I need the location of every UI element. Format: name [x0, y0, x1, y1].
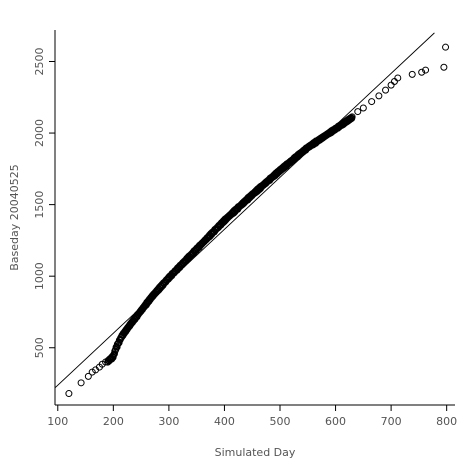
x-axis-label: Simulated Day: [215, 446, 296, 459]
data-point-outlier: [354, 108, 362, 116]
data-point-outlier: [408, 70, 416, 78]
data-point-outlier: [387, 81, 395, 89]
y-tick-label: 500: [33, 337, 46, 358]
reference-line-group: [55, 32, 435, 389]
x-tick-label: 500: [270, 415, 291, 428]
data-point-outlier: [375, 92, 383, 100]
data-point-outlier: [359, 104, 367, 112]
y-tick-label: 2000: [33, 119, 46, 147]
data-point-outlier: [368, 98, 376, 106]
axes: 100 200 300 400 500 600 700 800 500 1000 1500 2000 2…: [33, 30, 457, 428]
data-point-outlier: [84, 372, 92, 380]
x-tick-label: 200: [103, 415, 124, 428]
y-tick-label: 1500: [33, 191, 46, 219]
data-point: [110, 350, 118, 358]
x-tick-label: 600: [325, 415, 346, 428]
data-point-outlier: [390, 78, 398, 86]
y-tick-label: 2500: [33, 47, 46, 75]
data-point-outlier: [77, 379, 85, 387]
reference-line: [55, 32, 435, 389]
data-point-outlier: [442, 43, 450, 51]
data-point-outlier: [394, 74, 402, 82]
x-tick-label: 100: [47, 415, 68, 428]
x-tick-label: 700: [381, 415, 402, 428]
data-points: [65, 43, 450, 398]
data-point-outlier: [422, 66, 430, 74]
x-tick-label: 300: [158, 415, 179, 428]
data-point-outlier: [65, 390, 73, 398]
x-tick-label: 400: [214, 415, 235, 428]
y-tick-label: 1000: [33, 262, 46, 290]
y-axis-label: Baseday 20040525: [8, 164, 21, 271]
x-tick-label: 800: [436, 415, 457, 428]
data-point: [348, 113, 356, 121]
data-point: [113, 343, 121, 351]
data-point-outlier: [382, 86, 390, 94]
data-point-outlier: [440, 63, 448, 71]
data-point-outlier: [102, 358, 110, 366]
data-point-outlier: [418, 68, 426, 76]
